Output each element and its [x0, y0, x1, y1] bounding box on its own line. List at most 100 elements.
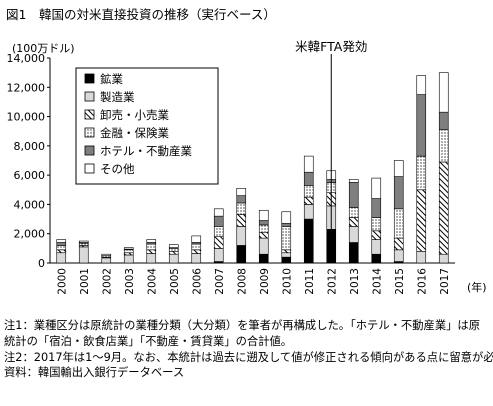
source-note: 資料：韓国輸出入銀行データベース — [4, 366, 185, 380]
bar-segment — [56, 239, 67, 243]
legend-swatch — [84, 145, 95, 156]
x-tick-label: 2004 — [146, 268, 158, 295]
y-axis-unit-label: (100万ドル) — [12, 42, 75, 55]
bar-segment — [281, 256, 292, 264]
bar-segment — [56, 249, 67, 254]
bar-segment — [371, 239, 382, 255]
bar-segment — [303, 218, 314, 264]
bar-segment — [258, 237, 269, 255]
bar-segment — [123, 249, 134, 254]
bar-segment — [191, 243, 202, 251]
bar-segment — [371, 198, 382, 218]
bar-segment — [416, 75, 427, 95]
fta-annotation-label: 米韓FTA発効 — [295, 39, 367, 54]
bar-segment — [236, 245, 247, 264]
y-tick-label: 8,000 — [14, 140, 46, 153]
x-tick-label: 2000 — [56, 268, 68, 295]
bar-segment — [438, 111, 449, 131]
legend-label: 製造業 — [100, 90, 135, 104]
bar-segment — [348, 242, 359, 264]
bar-segment — [213, 215, 224, 227]
figure-title: 図1 韓国の対米直接投資の推移（実行ベース） — [6, 7, 276, 22]
bar-segment — [393, 160, 404, 177]
bar-segment — [78, 240, 89, 243]
x-tick-label: 2006 — [191, 268, 203, 295]
y-tick-label: 6,000 — [14, 169, 46, 182]
bar-segment — [281, 211, 292, 224]
bar-segment — [123, 252, 134, 256]
bar-segment — [371, 253, 382, 264]
legend-swatch — [84, 73, 95, 84]
bar-segment — [168, 244, 179, 248]
bar-segment — [281, 226, 292, 251]
y-tick-label: 10,000 — [7, 111, 46, 124]
bar-segment — [438, 161, 449, 255]
x-tick-label: 2014 — [371, 268, 383, 295]
x-tick-label: 2008 — [236, 268, 248, 295]
x-tick-label: 2016 — [416, 268, 428, 295]
x-tick-label: 2001 — [79, 268, 91, 295]
y-tick-label: 12,000 — [7, 81, 46, 94]
legend-swatch — [84, 127, 95, 138]
y-tick-label: 4,000 — [14, 198, 46, 211]
bar-segment — [348, 179, 359, 183]
bar-segment — [236, 214, 247, 227]
bar-segment — [393, 249, 404, 262]
x-tick-label: 2012 — [326, 268, 338, 295]
bar-segment — [303, 185, 314, 198]
bar-segment — [56, 245, 67, 251]
x-tick-label: 2013 — [349, 268, 361, 295]
bar-segment — [168, 253, 179, 264]
bar-segment — [303, 204, 314, 220]
x-tick-label: 2005 — [169, 268, 181, 295]
bar-segment — [348, 182, 359, 208]
x-tick-label: 2011 — [304, 268, 316, 295]
y-tick-label: 14,000 — [7, 52, 46, 65]
legend-label: 金融・保険業 — [100, 126, 169, 140]
bar-segment — [348, 207, 359, 218]
note-1: 注1：業種区分は原統計の業種分類（大分類）を筆者が再構成した。「ホテル・不動産業… — [4, 319, 481, 348]
x-tick-label: 2007 — [214, 268, 226, 295]
bar-segment — [123, 247, 134, 250]
bar-segment — [191, 249, 202, 254]
bar-segment — [146, 249, 157, 254]
bar-segment — [416, 250, 427, 264]
bar-segment — [236, 195, 247, 204]
bar-segment — [213, 248, 224, 262]
bar-segment — [236, 226, 247, 246]
legend-label: 鉱業 — [100, 72, 123, 86]
bar-segment — [168, 250, 179, 255]
bar-segment — [348, 217, 359, 227]
bar-segment — [371, 177, 382, 199]
bar-segment — [101, 257, 112, 264]
bar-segment — [213, 226, 224, 237]
stacked-bar-chart: 0 2,000 4,000 6,000 8,000 10,000 12,000 14,000 2… — [7, 39, 487, 295]
bar-segment — [438, 72, 449, 113]
bar-segment — [168, 248, 179, 252]
bar-segment — [281, 223, 292, 227]
legend-label: その他 — [100, 162, 135, 176]
bar-segment — [393, 208, 404, 239]
bar-segment — [56, 242, 67, 246]
bar-segment — [258, 220, 269, 226]
bar-segment — [236, 188, 247, 196]
x-axis-suffix: (年) — [467, 280, 487, 294]
bar-segment — [213, 208, 224, 217]
bar-segment — [416, 155, 427, 191]
bar-segment — [191, 235, 202, 243]
x-tick-label: 2010 — [281, 268, 293, 295]
bar-segment — [101, 253, 112, 256]
bar-segment — [191, 253, 202, 264]
bar-segment — [371, 230, 382, 240]
bar-segment — [371, 217, 382, 232]
x-tick-label: 2003 — [124, 268, 136, 295]
legend-label: 卸売・小売業 — [100, 108, 169, 122]
bar-segment — [236, 202, 247, 215]
bar-segment — [258, 209, 269, 221]
legend-label: ホテル・不動産業 — [100, 144, 192, 158]
bar-segment — [258, 224, 269, 233]
bar-segment — [146, 243, 157, 251]
bar-segment — [281, 252, 292, 258]
bar-segment — [348, 226, 359, 243]
bar-segment — [56, 252, 67, 264]
